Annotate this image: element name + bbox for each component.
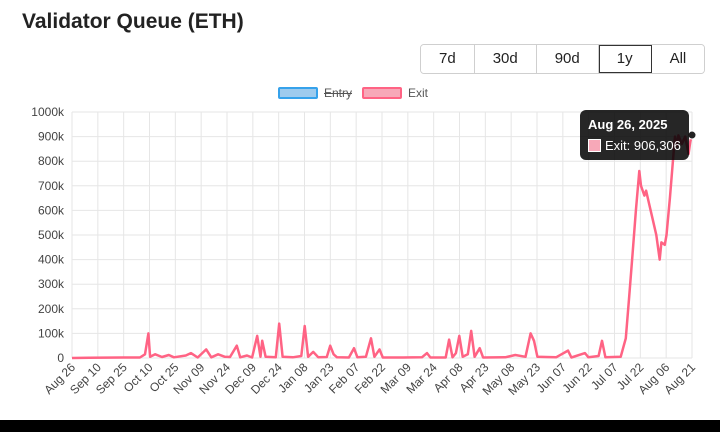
legend-item-entry[interactable]: Entry [278,86,352,100]
y-tick-label: 200k [38,302,65,316]
bottom-bar [0,420,720,432]
y-tick-label: 1000k [31,105,65,119]
legend-label-entry: Entry [324,86,353,100]
y-tick-label: 0 [57,351,64,365]
tooltip-swatch [588,139,601,152]
legend-label-exit: Exit [408,86,429,100]
time-range-selector: 7d 30d 90d 1y All [420,44,706,74]
range-button-7d[interactable]: 7d [421,45,475,73]
y-tick-label: 500k [38,228,65,242]
highlighted-point [687,130,697,140]
series-line-exit [71,134,694,360]
range-button-1y[interactable]: 1y [598,45,652,73]
legend-item-exit[interactable]: Exit [362,86,428,100]
page-title: Validator Queue (ETH) [22,10,244,33]
range-button-all[interactable]: All [651,45,705,73]
tooltip-label: Exit: 906,306 [605,138,681,153]
y-tick-label: 700k [38,179,65,193]
y-tick-label: 900k [38,130,65,144]
chart-tooltip: Aug 26, 2025 Exit: 906,306 [580,110,689,160]
legend-swatch-exit [362,87,403,99]
y-tick-label: 600k [38,203,65,217]
range-button-30d[interactable]: 30d [474,45,537,73]
y-tick-label: 400k [38,253,65,267]
chart-legend: Entry Exit [278,86,438,100]
y-tick-label: 100k [38,326,65,340]
legend-swatch-entry [278,87,318,99]
x-tick-label: Jun 22 [559,360,595,396]
y-tick-label: 300k [38,277,65,291]
x-tick-label: Jul 07 [588,360,621,393]
tooltip-title: Aug 26, 2025 [588,117,668,132]
y-tick-label: 800k [38,154,65,168]
range-button-90d[interactable]: 90d [536,45,599,73]
